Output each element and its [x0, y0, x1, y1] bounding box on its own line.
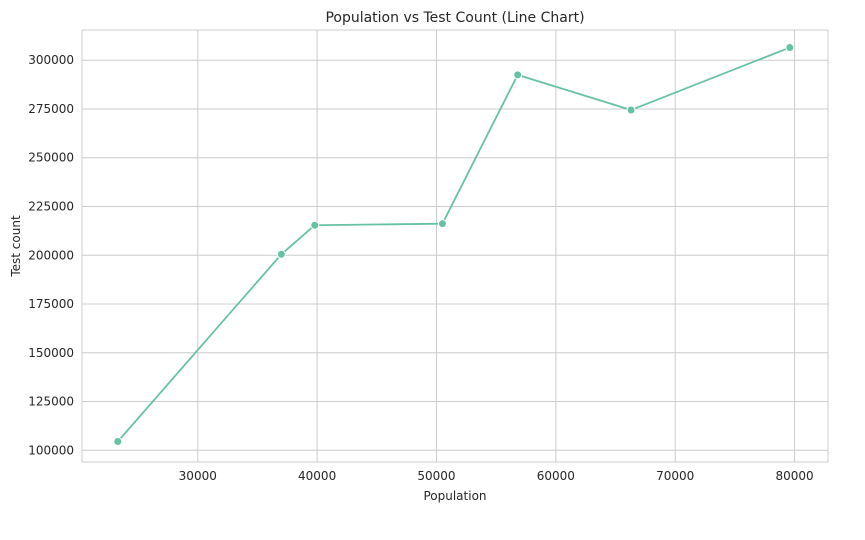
x-tick-label: 50000 [417, 469, 455, 483]
data-point [785, 43, 795, 53]
data-point [276, 249, 286, 259]
x-tick-label: 80000 [775, 469, 813, 483]
y-tick-label: 300000 [28, 53, 74, 67]
y-tick-label: 250000 [28, 151, 74, 165]
data-point [310, 220, 320, 230]
y-tick-label: 125000 [28, 395, 74, 409]
y-axis-label: Test count [9, 215, 23, 278]
x-tick-label: 60000 [537, 469, 575, 483]
plot-frame [81, 29, 829, 463]
grid-lines [82, 30, 828, 462]
y-tick-label: 150000 [28, 346, 74, 360]
plot-border [81, 29, 829, 463]
x-axis-ticks: 30000 40000 50000 60000 70000 80000 [179, 469, 814, 483]
y-tick-label: 175000 [28, 297, 74, 311]
x-tick-label: 40000 [298, 469, 336, 483]
data-point [513, 70, 523, 80]
y-tick-label: 200000 [28, 248, 74, 262]
y-tick-label: 225000 [28, 200, 74, 214]
x-tick-label: 30000 [179, 469, 217, 483]
x-axis-label: Population [423, 489, 486, 503]
data-point [113, 437, 123, 447]
x-tick-label: 70000 [656, 469, 694, 483]
y-tick-label: 275000 [28, 102, 74, 116]
data-point [437, 219, 447, 229]
data-point [626, 105, 636, 115]
chart-title: Population vs Test Count (Line Chart) [325, 10, 584, 26]
y-tick-label: 100000 [28, 443, 74, 457]
plot-background [82, 30, 828, 462]
series-layer [113, 43, 795, 447]
y-axis-ticks: 100000 125000 150000 175000 200000 225000 2500… [28, 53, 74, 457]
